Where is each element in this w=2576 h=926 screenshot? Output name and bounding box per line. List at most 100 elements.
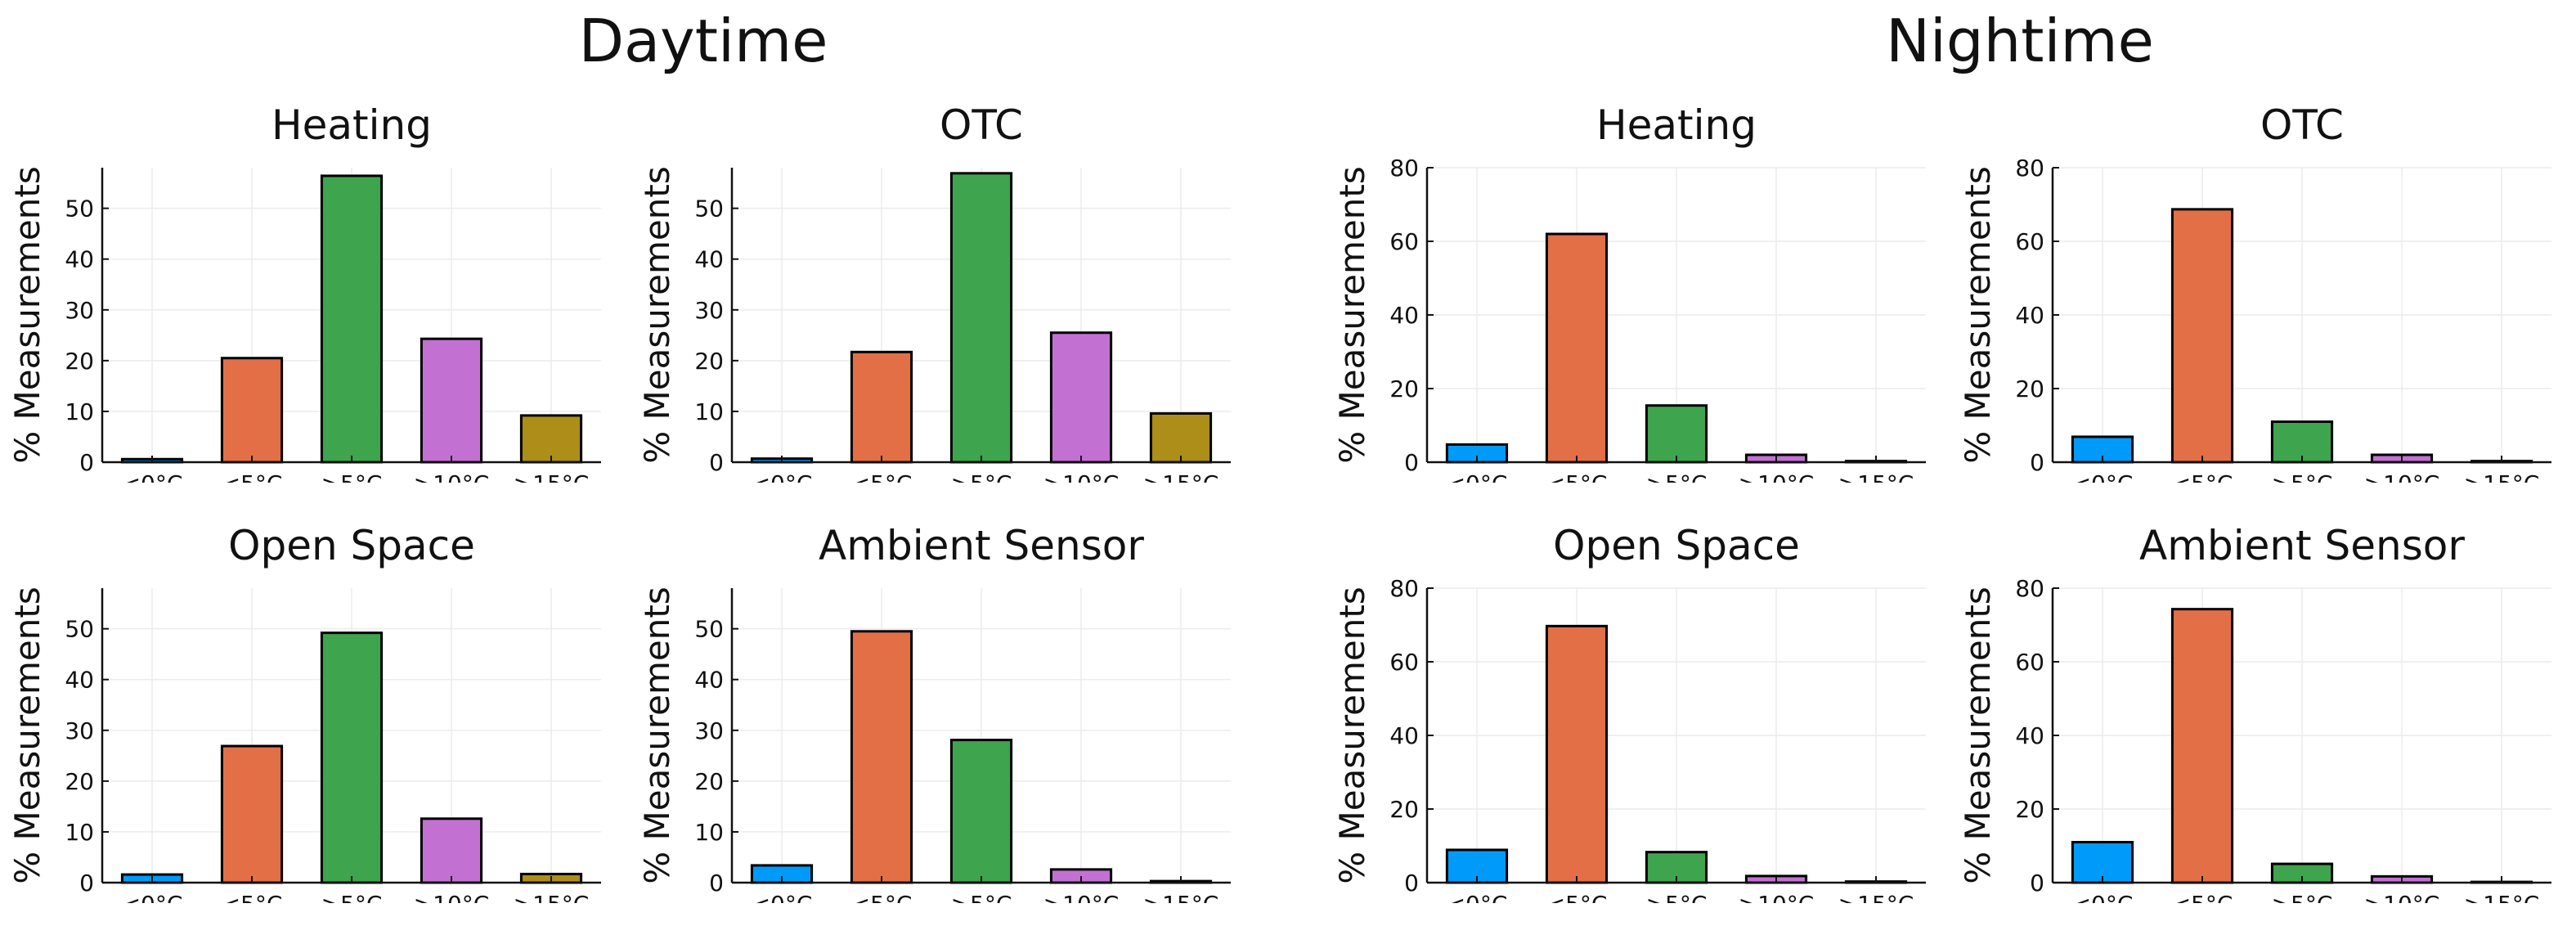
x-tick-label: <5°C — [2172, 470, 2233, 483]
bar-2 — [949, 172, 1013, 464]
bar-1 — [2170, 208, 2234, 464]
x-tick-label: >10°C — [1739, 470, 1815, 483]
y-tick-label: 0 — [1404, 870, 1419, 897]
y-tick-label: 50 — [694, 196, 724, 223]
y-axis-label: % Measurements — [1958, 166, 1998, 463]
y-tick-label: 80 — [1389, 155, 1419, 182]
y-tick-label: 30 — [65, 717, 94, 744]
panel-title: Ambient Sensor — [2139, 522, 2465, 569]
y-tick-label: 30 — [694, 717, 724, 744]
daytime-heating-panel: Heating % Measurements 0 10 20 30 40 50 <0°C <5°C… — [7, 101, 601, 483]
x-tick-label: <0°C — [122, 470, 183, 483]
x-tick-label: <0°C — [752, 470, 813, 483]
y-axis-label: % Measurements — [7, 587, 47, 883]
y-tick-label: 50 — [65, 616, 94, 643]
y-tick-label: 20 — [2015, 375, 2044, 402]
daytime-open-space-panel: Open Space % Measurements 0 10 20 30 40 50 <0°C <… — [7, 522, 601, 903]
nightime-otc-panel: OTC % Measurements 0 20 40 60 80 <0°C <5°C >5°C >1… — [1958, 101, 2551, 483]
x-tick-label: >15°C — [2464, 470, 2540, 483]
y-tick-label: 0 — [1404, 449, 1419, 476]
y-tick-label: 60 — [1389, 649, 1419, 676]
bar-2 — [1645, 404, 1708, 464]
x-tick-label: >15°C — [2464, 891, 2540, 903]
bar-3 — [420, 817, 483, 884]
x-tick-label: >10°C — [414, 470, 490, 483]
x-tick-label: <0°C — [752, 891, 813, 903]
bar-3 — [420, 337, 483, 464]
x-tick-label: >15°C — [514, 891, 590, 903]
y-tick-label: 20 — [694, 768, 724, 795]
x-tick-label: <5°C — [1546, 470, 1608, 483]
y-tick-label: 20 — [1389, 796, 1419, 823]
y-tick-label: 0 — [2030, 449, 2044, 476]
x-tick-label: >15°C — [1143, 891, 1219, 903]
bar-3 — [1049, 331, 1113, 464]
nightime-title: Nightime — [1886, 7, 2154, 75]
panel-title: Open Space — [228, 522, 475, 569]
y-tick-label: 20 — [65, 768, 94, 795]
daytime-title: Daytime — [578, 7, 828, 75]
x-tick-label: <5°C — [851, 470, 913, 483]
x-tick-label: <5°C — [1546, 891, 1608, 903]
x-tick-label: <5°C — [222, 470, 283, 483]
x-tick-label: >10°C — [1043, 470, 1120, 483]
y-tick-label: 20 — [1389, 375, 1419, 402]
bar-1 — [220, 357, 284, 464]
y-tick-label: 0 — [709, 870, 724, 897]
y-tick-label: 20 — [2015, 796, 2044, 823]
nightime-open-space-panel: Open Space % Measurements 0 20 40 60 80 <0°C <5°… — [1332, 522, 1926, 903]
x-tick-label: >10°C — [2364, 470, 2440, 483]
y-tick-label: 10 — [65, 819, 94, 846]
bar-2 — [949, 739, 1013, 884]
y-tick-label: 0 — [79, 870, 94, 897]
bar-4 — [1149, 411, 1213, 464]
y-tick-label: 50 — [65, 196, 94, 223]
y-tick-label: 30 — [694, 297, 724, 324]
y-tick-label: 40 — [694, 667, 724, 694]
panel-title: Heating — [272, 101, 432, 149]
x-tick-label: <0°C — [1447, 470, 1508, 483]
y-tick-label: 60 — [2015, 649, 2044, 676]
y-tick-label: 10 — [694, 398, 724, 425]
y-tick-label: 30 — [65, 297, 94, 324]
y-axis-label: % Measurements — [1332, 587, 1372, 883]
x-tick-label: >10°C — [2364, 891, 2440, 903]
x-tick-label: <5°C — [222, 891, 283, 903]
bar-2 — [2270, 420, 2334, 464]
y-tick-label: 10 — [65, 398, 94, 425]
bar-1 — [1545, 624, 1609, 884]
x-tick-label: >10°C — [1739, 891, 1815, 903]
nightime-heating-panel: Heating % Measurements 0 20 40 60 80 <0°C <5°C >5… — [1332, 101, 1926, 483]
y-axis-label: % Measurements — [1958, 587, 1998, 883]
x-tick-label: <0°C — [122, 891, 183, 903]
y-tick-label: 60 — [2015, 228, 2044, 255]
y-tick-label: 40 — [65, 667, 94, 694]
x-tick-label: <5°C — [851, 891, 913, 903]
y-tick-label: 20 — [65, 348, 94, 375]
y-tick-label: 40 — [694, 246, 724, 273]
x-tick-label: >15°C — [1143, 470, 1219, 483]
y-tick-label: 0 — [79, 449, 94, 476]
x-tick-label: >5°C — [321, 470, 383, 483]
y-tick-label: 80 — [1389, 575, 1419, 602]
panel-title: Ambient Sensor — [819, 522, 1144, 569]
y-tick-label: 40 — [65, 246, 94, 273]
x-tick-label: <5°C — [2172, 891, 2233, 903]
x-tick-label: >15°C — [1838, 470, 1914, 483]
panel-title: OTC — [2260, 101, 2344, 149]
x-tick-label: <0°C — [2072, 891, 2134, 903]
x-tick-label: >5°C — [2272, 470, 2333, 483]
x-tick-label: >5°C — [1646, 470, 1708, 483]
x-tick-label: >10°C — [1043, 891, 1120, 903]
y-tick-label: 50 — [694, 616, 724, 643]
y-axis-label: % Measurements — [637, 166, 677, 463]
x-tick-label: <0°C — [2072, 470, 2134, 483]
bar-1 — [1545, 232, 1609, 464]
x-tick-label: >5°C — [2272, 891, 2333, 903]
panel-title: Open Space — [1553, 522, 1800, 569]
panel-title: OTC — [940, 101, 1023, 149]
x-tick-label: >5°C — [951, 891, 1012, 903]
y-tick-label: 40 — [1389, 722, 1419, 749]
bar-2 — [320, 632, 384, 884]
